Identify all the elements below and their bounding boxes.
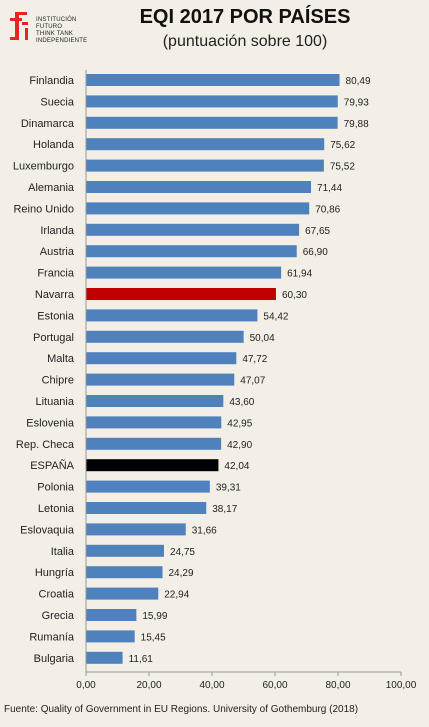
- x-tick-label: 40,00: [199, 680, 224, 691]
- value-label: 50,04: [250, 333, 275, 344]
- category-label: Grecia: [42, 610, 75, 622]
- category-label: Lituania: [35, 396, 74, 408]
- bar: [86, 630, 135, 643]
- bar: [86, 159, 324, 172]
- bar: [86, 309, 258, 322]
- value-label: 61,94: [287, 269, 312, 280]
- bar: [86, 181, 312, 193]
- category-label: Letonia: [38, 503, 75, 515]
- value-label: 54,42: [263, 311, 288, 322]
- bar: [86, 480, 210, 493]
- bar: [86, 266, 282, 279]
- category-label: Holanda: [33, 139, 75, 151]
- value-label: 31,66: [192, 525, 217, 536]
- bar: [86, 523, 186, 536]
- bar: [86, 395, 224, 407]
- bar: [86, 138, 325, 151]
- bar: [86, 223, 300, 236]
- logo-mark-icon: [10, 12, 28, 40]
- bar: [86, 95, 338, 108]
- category-label: Finlandia: [29, 75, 75, 87]
- bar: [86, 116, 338, 129]
- value-label: 42,04: [224, 461, 249, 472]
- category-label: Hungría: [35, 567, 75, 579]
- bar: [86, 245, 297, 258]
- value-label: 47,07: [240, 376, 265, 387]
- category-label: Eslovenia: [26, 417, 75, 429]
- x-tick-label: 80,00: [325, 680, 350, 691]
- category-label: ESPAÑA: [30, 459, 74, 472]
- value-label: 47,72: [242, 354, 267, 365]
- category-label: Malta: [47, 353, 75, 365]
- value-label: 38,17: [212, 504, 237, 515]
- x-tick-label: 0,00: [76, 680, 96, 691]
- bar: [86, 587, 159, 600]
- category-label: Alemania: [28, 182, 75, 194]
- value-label: 15,45: [141, 632, 166, 643]
- value-label: 15,99: [142, 611, 167, 622]
- value-label: 43,60: [229, 397, 254, 408]
- bar: [86, 352, 237, 365]
- value-label: 42,95: [227, 418, 252, 429]
- value-label: 80,49: [346, 76, 371, 87]
- value-label: 79,88: [344, 119, 369, 130]
- value-label: 75,52: [330, 162, 355, 173]
- category-label: Dinamarca: [21, 118, 75, 130]
- source-note: Fuente: Quality of Government in EU Regi…: [4, 704, 359, 715]
- chart-subtitle: (puntuación sobre 100): [162, 33, 328, 50]
- value-label: 67,65: [305, 226, 330, 237]
- category-label: Polonia: [37, 482, 75, 494]
- category-label: Austria: [40, 246, 75, 258]
- x-tick-label: 20,00: [136, 680, 161, 691]
- bar: [86, 202, 310, 215]
- value-label: 79,93: [344, 97, 369, 108]
- value-label: 11,61: [129, 654, 154, 665]
- category-label: Navarra: [35, 289, 75, 301]
- category-label: Eslovaquia: [20, 524, 75, 536]
- value-label: 24,75: [170, 547, 195, 558]
- category-label: Suecia: [40, 96, 75, 108]
- value-label: 66,90: [303, 247, 328, 258]
- bar: [86, 437, 222, 450]
- category-label: Bulgaria: [34, 653, 75, 665]
- bar: [86, 544, 164, 557]
- category-label: Chipre: [42, 375, 74, 387]
- category-label: Croatia: [39, 589, 75, 601]
- value-label: 42,90: [227, 440, 252, 451]
- bar: [86, 502, 207, 514]
- bar: [86, 373, 235, 386]
- value-label: 22,94: [164, 590, 189, 601]
- bar: [86, 566, 163, 579]
- bar: [86, 651, 123, 664]
- x-tick-label: 60,00: [262, 680, 287, 691]
- bar: [86, 74, 340, 86]
- category-label: Rep. Checa: [16, 439, 75, 451]
- value-label: 70,86: [315, 204, 340, 215]
- logo-text: INSTITUCIÓN FUTURO THINK TANK INDEPENDIE…: [36, 17, 88, 44]
- category-label: Italia: [51, 546, 75, 558]
- bar: [86, 330, 244, 343]
- bar: [86, 288, 276, 300]
- value-label: 39,31: [216, 483, 241, 494]
- category-label: Irlanda: [40, 225, 75, 237]
- category-label: Luxemburgo: [13, 161, 74, 173]
- value-label: 24,29: [169, 568, 194, 579]
- category-label: Estonia: [37, 310, 75, 322]
- category-label: Reino Unido: [13, 203, 74, 215]
- bar: [86, 416, 222, 429]
- institucion-futuro-logo: INSTITUCIÓN FUTURO THINK TANK INDEPENDIE…: [6, 8, 116, 48]
- chart-title: EQI 2017 POR PAÍSES: [139, 6, 351, 28]
- value-label: 75,62: [330, 140, 355, 151]
- value-label: 60,30: [282, 290, 307, 301]
- bar: [86, 609, 137, 621]
- category-label: Portugal: [33, 332, 74, 344]
- category-label: Rumanía: [29, 631, 75, 643]
- bar-chart: Finlandia 80,49 Suecia 79,93 Dinamarca 79,88 H…: [13, 70, 417, 691]
- bar: [86, 459, 219, 472]
- value-label: 71,44: [317, 183, 342, 194]
- x-tick-label: 100,00: [386, 680, 417, 691]
- category-label: Francia: [37, 268, 75, 280]
